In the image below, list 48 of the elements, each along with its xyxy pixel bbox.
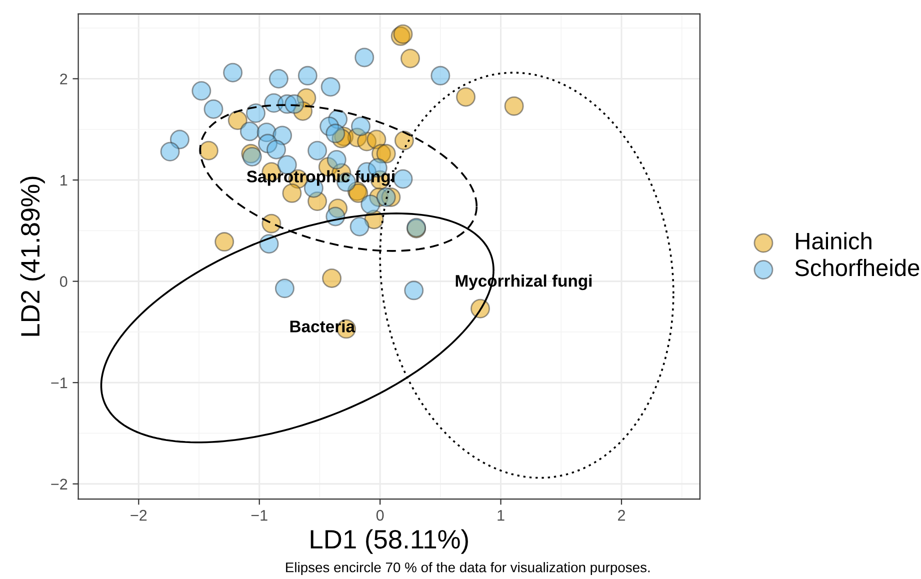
annotation: Saprotrophic fungi: [246, 170, 394, 186]
point: [268, 68, 288, 88]
point: [192, 81, 212, 101]
point: [198, 140, 218, 160]
point: [266, 140, 286, 160]
point: [376, 144, 396, 164]
y-tick-label: 0: [60, 276, 68, 287]
text: Elipses encircle 70 % of the data for visualization purposes.: [286, 562, 650, 576]
point: [274, 278, 294, 298]
x-tick-label: 1: [498, 510, 504, 521]
x-tick-label: −1: [251, 510, 268, 521]
point: [308, 140, 328, 160]
point: [284, 94, 304, 114]
point: [456, 87, 476, 107]
point: [394, 130, 414, 150]
x-axis-title: LD1 (58.11%): [310, 529, 468, 554]
point: [204, 99, 224, 119]
point: [376, 187, 396, 207]
y-tick-label: −1: [51, 378, 68, 388]
x-tick-label: −2: [130, 510, 147, 521]
point: [354, 48, 374, 68]
legend-label: Schorfheide: [795, 258, 920, 276]
point: [214, 232, 234, 252]
point: [430, 66, 450, 86]
point: [351, 116, 371, 136]
point: [393, 169, 413, 189]
point: [504, 96, 524, 116]
point: [326, 150, 346, 170]
point: [246, 103, 266, 123]
x-tick-label: 2: [618, 510, 625, 521]
point: [404, 280, 424, 300]
y-axis-title: LD2 (41.89%): [20, 176, 45, 336]
point: [240, 122, 260, 142]
y-tick-label: 2: [60, 74, 68, 84]
point: [160, 142, 180, 162]
x-tick-label: 0: [376, 510, 384, 521]
legend-label: Hainich: [796, 232, 872, 250]
point: [320, 77, 340, 97]
point: [326, 124, 346, 144]
point: [298, 66, 318, 86]
point: [223, 62, 243, 82]
point: [322, 268, 342, 288]
point: [350, 216, 370, 236]
point: [262, 214, 282, 234]
point: [400, 48, 420, 68]
point: [360, 194, 380, 214]
y-tick-label: 1: [60, 175, 68, 186]
y-tick-label: −2: [51, 478, 68, 490]
